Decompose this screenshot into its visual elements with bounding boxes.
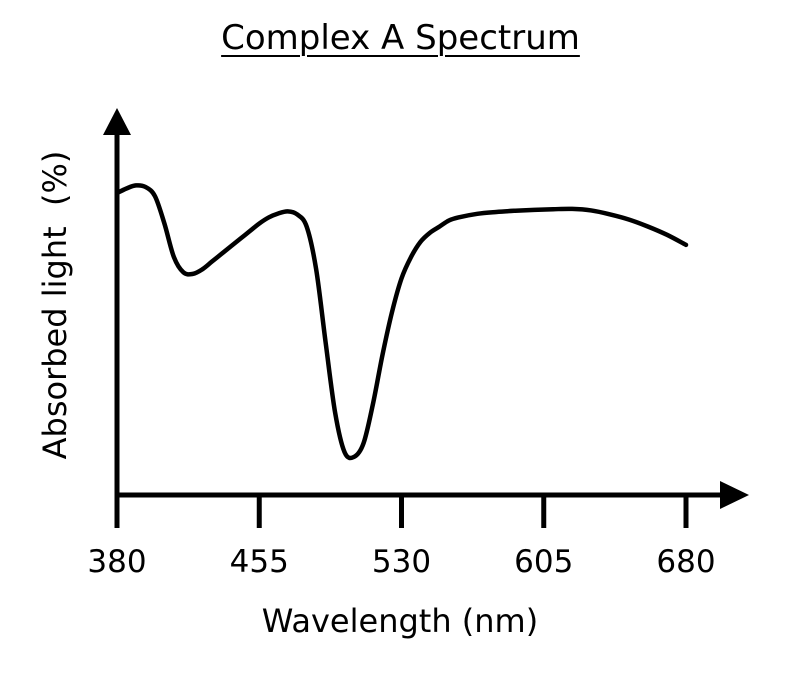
x-tick-label: 680: [656, 544, 715, 580]
x-tick-label: 530: [372, 544, 431, 580]
x-tick-label: 380: [87, 544, 146, 580]
y-axis-label: Absorbed light (%): [36, 151, 74, 460]
y-axis-arrowhead: [103, 108, 131, 135]
x-ticks: 380 455 530 605 680: [87, 495, 716, 580]
x-tick-label: 605: [514, 544, 573, 580]
axes: [103, 108, 749, 509]
x-axis-arrowhead: [720, 481, 749, 509]
spectrum-line: [114, 183, 689, 461]
x-axis-label: Wavelength (nm): [262, 602, 538, 640]
plot-area: [114, 183, 689, 461]
x-tick-label: 455: [230, 544, 289, 580]
chart-title: Complex A Spectrum: [221, 18, 580, 58]
